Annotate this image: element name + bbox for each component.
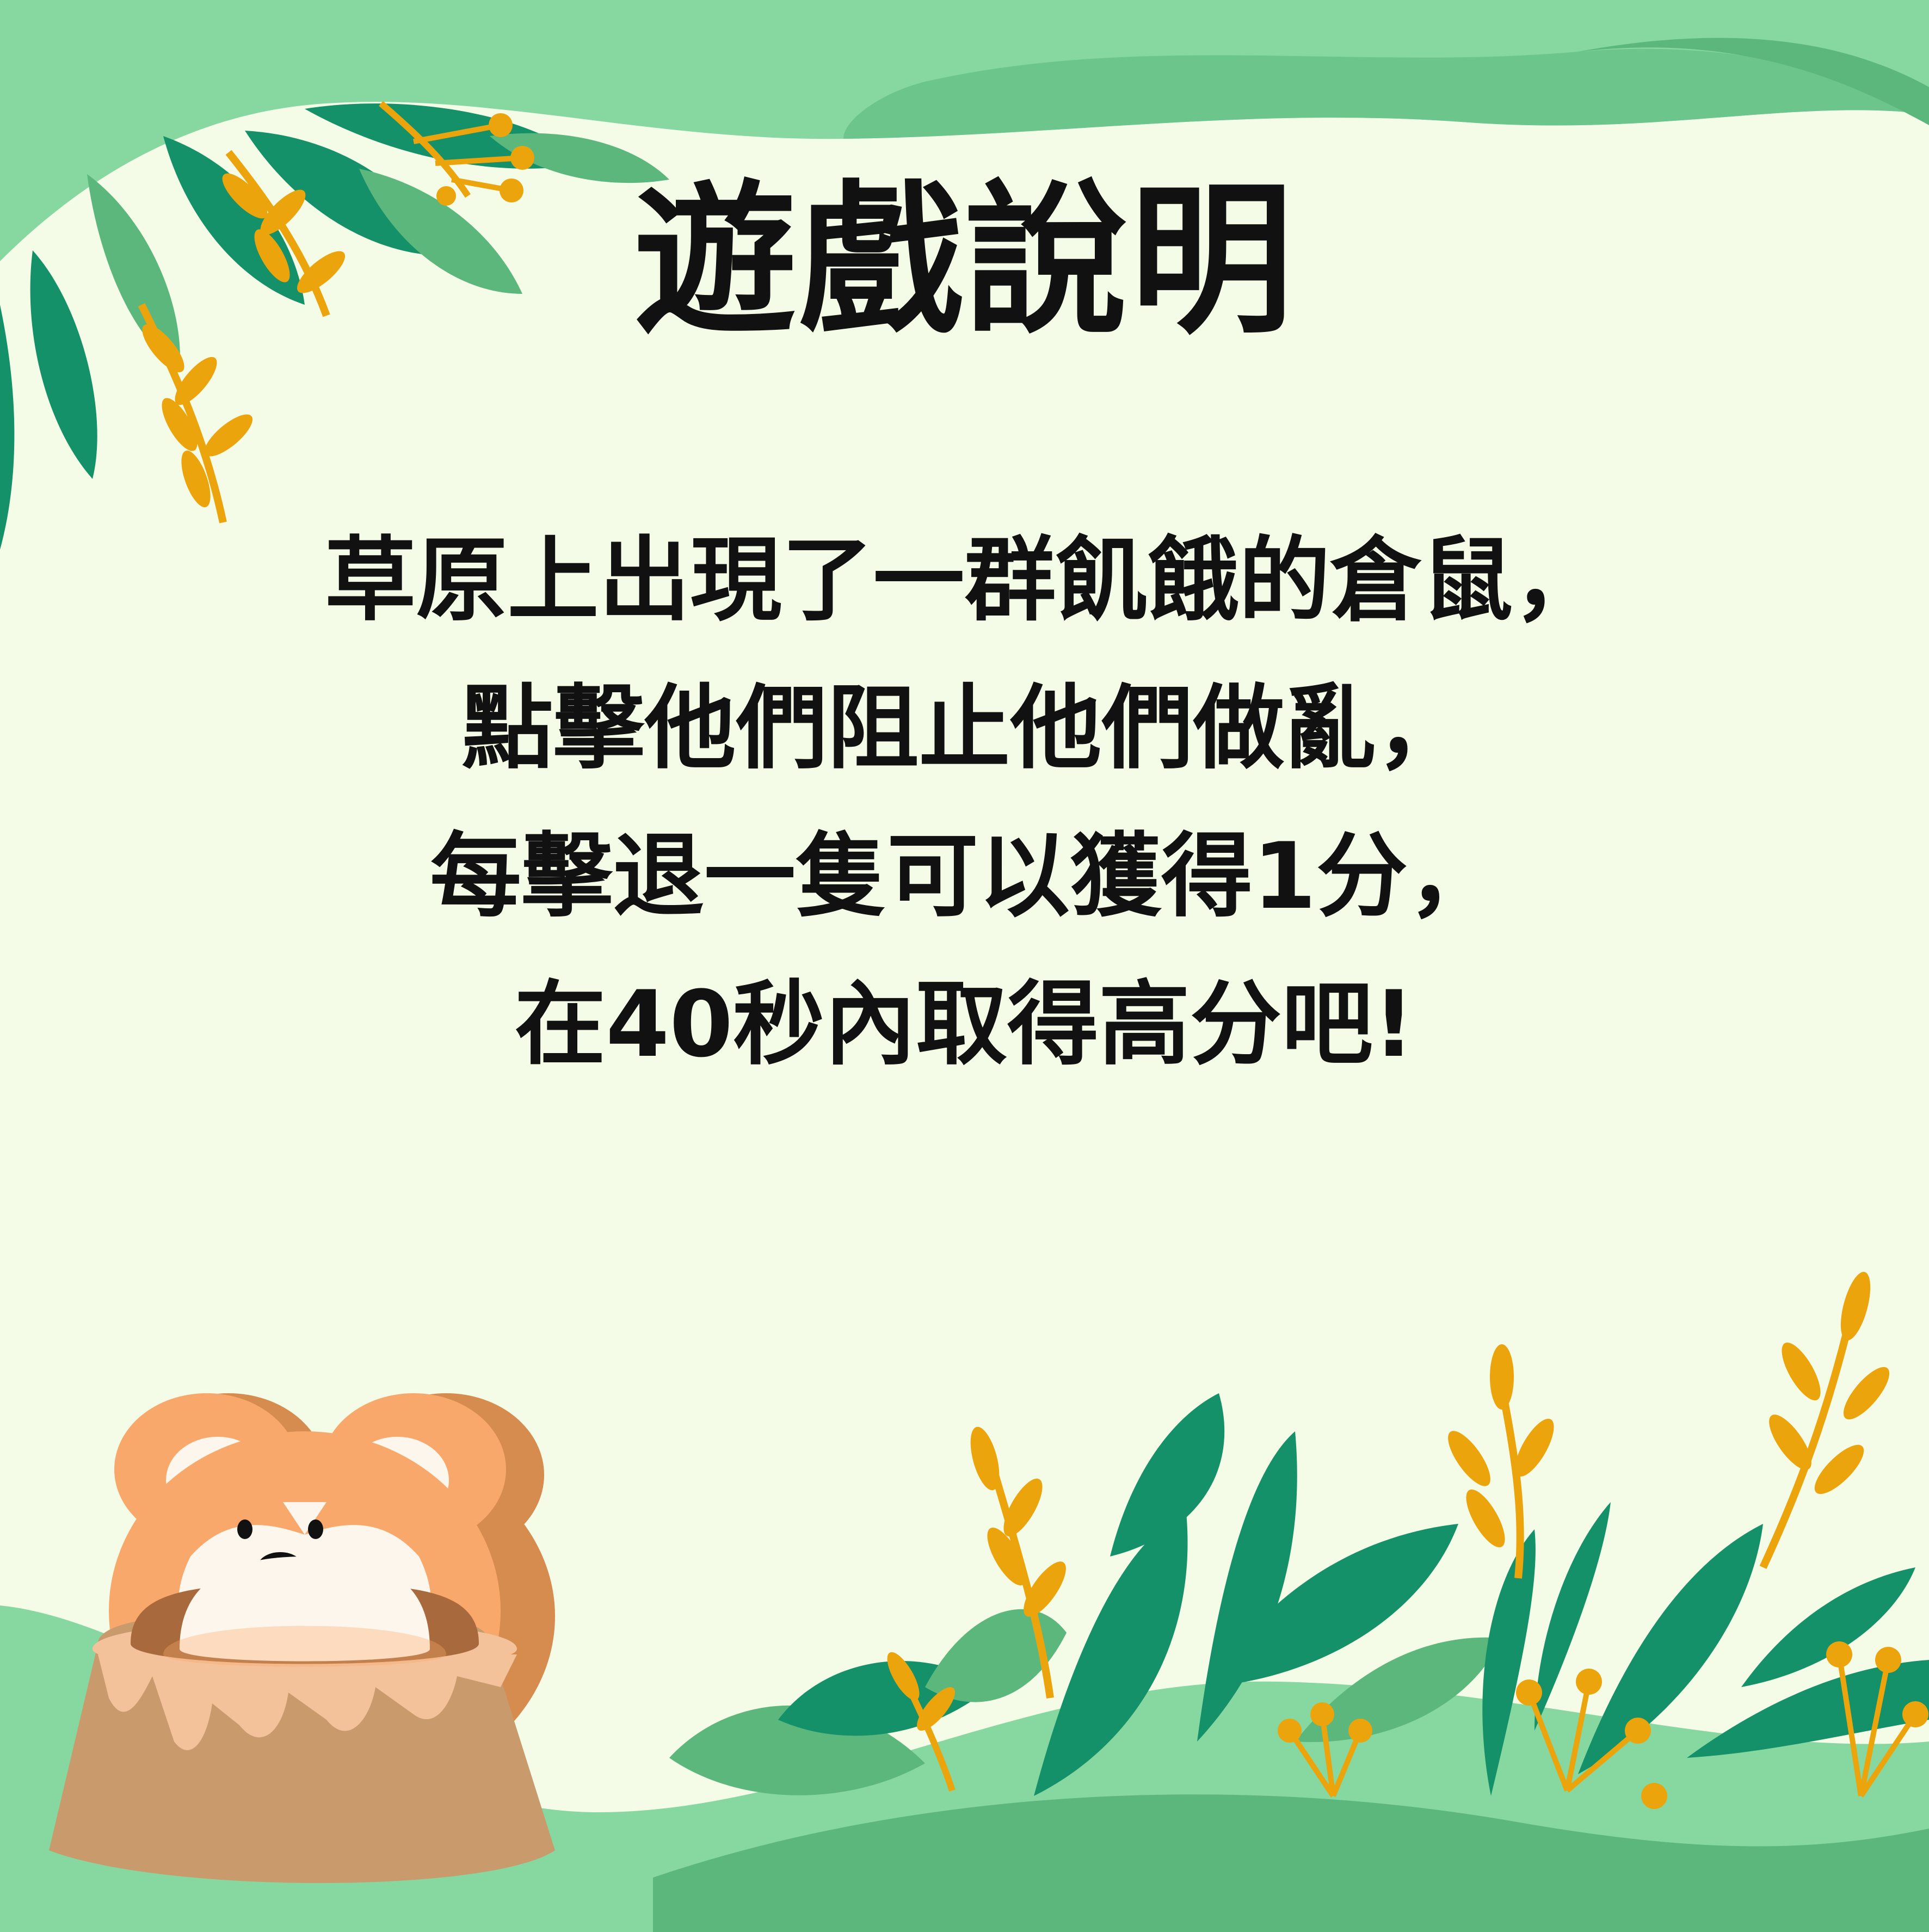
top-wave-dark (1578, 38, 1929, 125)
hamster-in-stump-icon (49, 1393, 555, 1883)
instruction-text: 草原上出現了一群飢餓的倉鼠， 點擊他們阻止他們做亂， 每擊退一隻可以獲得1分， … (109, 506, 1820, 1098)
instruction-line: 每擊退一隻可以獲得1分， (430, 823, 1499, 930)
leaves-bottom-right-icon (669, 1271, 1929, 1809)
instruction-line: 草原上出現了一群飢餓的倉鼠， (324, 527, 1605, 633)
top-wave-mid (843, 48, 1929, 139)
page-title: 遊戲說明 (633, 166, 1296, 356)
instruction-line: 在40秒內取得高分吧! (514, 971, 1415, 1078)
instruction-line: 點擊他們阻止他們做亂， (461, 675, 1468, 782)
leaves-top-left-icon (0, 101, 669, 550)
bottom-wave-mid (653, 1794, 1929, 1932)
